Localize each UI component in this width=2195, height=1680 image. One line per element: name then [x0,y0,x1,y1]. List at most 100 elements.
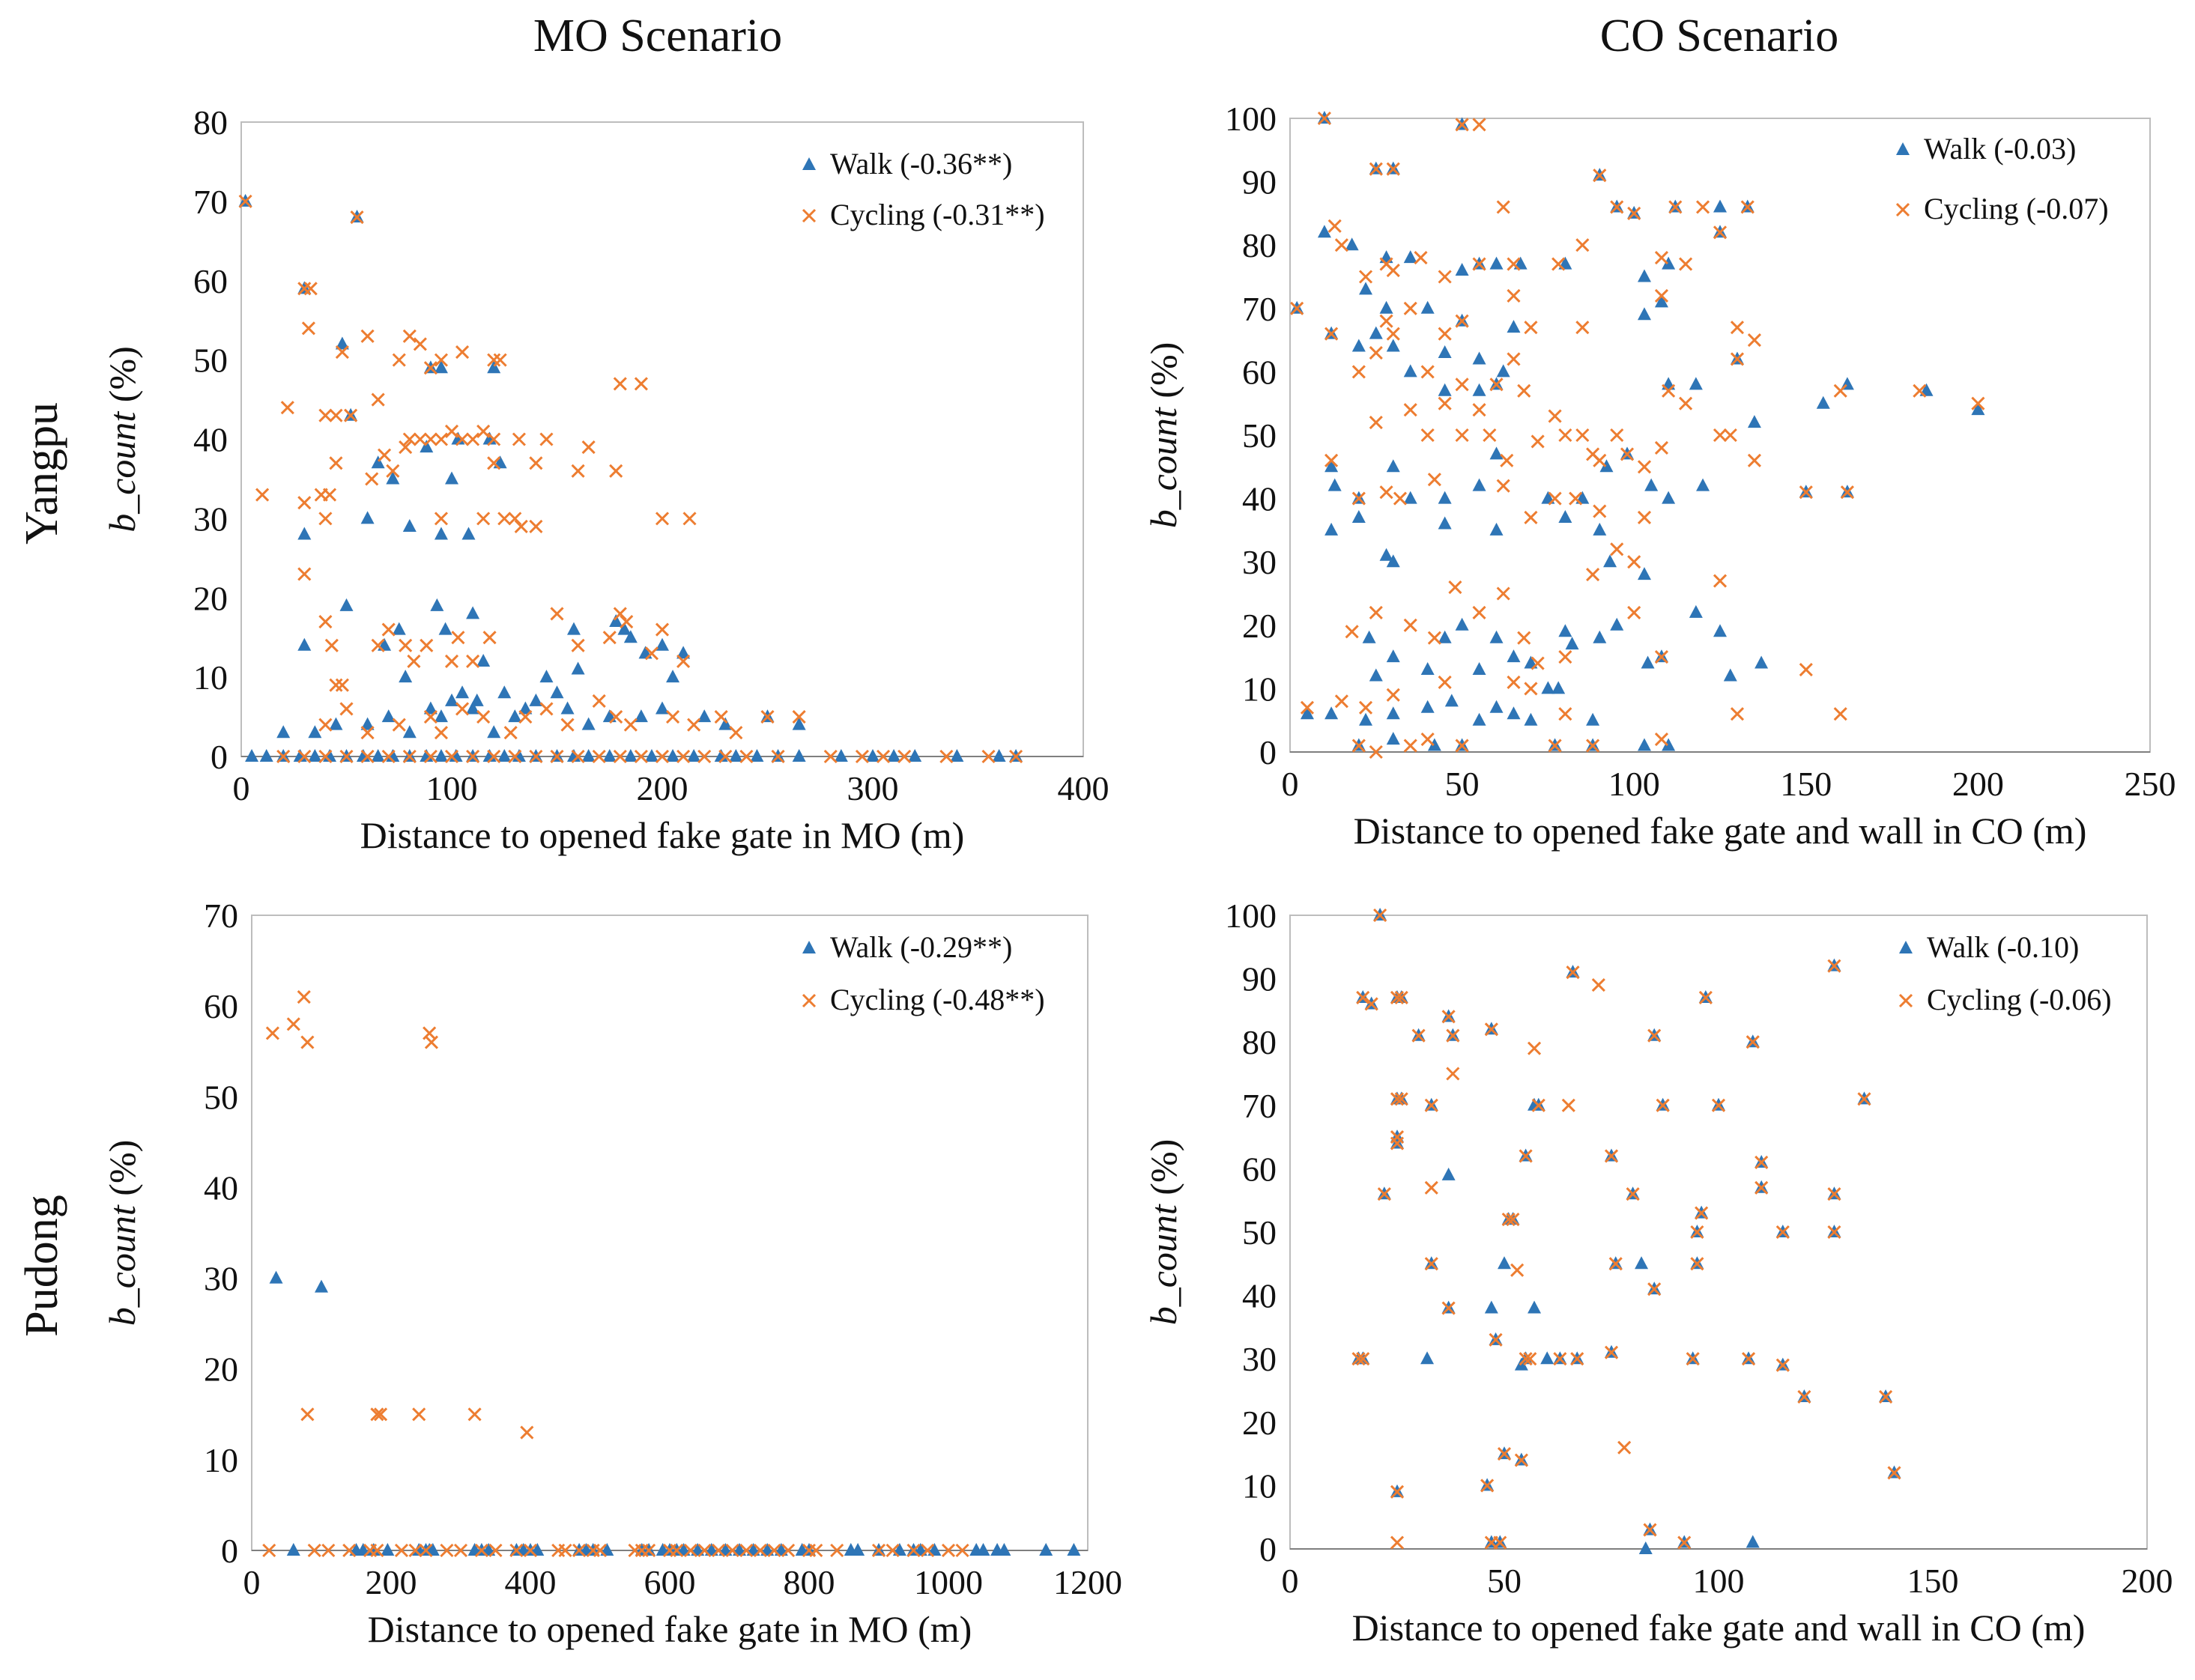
cycling-point [714,710,728,724]
walk-point [1472,662,1486,676]
walk-point [1359,282,1373,295]
walk-point [992,749,1006,762]
cycling-point [1369,605,1383,619]
legend-marker-walk [1899,941,1913,953]
cycling-point [1637,460,1652,474]
x-tick-label: 0 [243,1563,261,1601]
cycling-point [1679,257,1693,271]
cycling-point [1740,200,1755,214]
walk-point [1593,522,1607,536]
cycling-point [729,726,743,740]
y-tick-label: 20 [1242,607,1277,645]
x-tick-label: 100 [1608,765,1660,803]
walk-point [1489,256,1504,270]
cycling-point [1690,1225,1704,1240]
cycling-point [1519,1352,1533,1366]
cycling-point [329,678,343,692]
cycling-point [1747,453,1761,467]
walk-point [1507,320,1521,333]
cycling-point [1711,1098,1726,1112]
cycling-point [550,749,564,764]
walk-point [297,637,312,651]
walk-point [656,637,669,651]
cycling-point [767,1543,781,1558]
cycling-point [1394,990,1408,1005]
walk-point [1637,567,1651,580]
cycling-point [1654,650,1669,664]
cycling-point [307,1543,321,1558]
walk-point [399,670,413,683]
cycling-point [529,749,543,764]
cycling-point [487,432,501,446]
walk-point [1420,300,1435,314]
x-tick-label: 200 [2122,1562,2173,1600]
cycling-point [609,710,623,724]
walk-point [497,685,512,699]
x-tick-label: 800 [784,1563,835,1601]
cycling-point [1424,1257,1438,1271]
cycling-point [655,512,670,526]
cycling-point [981,749,996,764]
walk-point [445,693,458,706]
y-axis-label-name: b_count [1142,1195,1184,1326]
cycling-point [297,749,312,764]
y-tick-label: 50 [204,1078,238,1116]
cycling-point [1510,1263,1525,1277]
walk-point [1507,649,1521,663]
legend: Walk (-0.36**) Cycling (-0.31**) [802,147,1045,231]
cycling-point [1627,555,1641,569]
series-cycling [1290,111,1985,759]
cycling-point [1833,383,1847,398]
cycling-point [921,1543,935,1558]
walk-point [1689,377,1703,390]
cycling-point [1427,473,1441,487]
cycling-point [1677,1535,1692,1550]
walk-point [623,749,638,762]
cycling-point [444,424,459,438]
cycling-point [423,749,438,764]
cycling-point [1548,491,1562,506]
cycling-point [1501,1213,1516,1227]
walk-point [1420,1351,1435,1365]
cycling-point [644,646,659,661]
walk-point [423,701,438,715]
legend-marker-walk [802,941,816,953]
cycling-point [381,622,396,637]
cycling-point [1351,1352,1366,1366]
cycling-point [1420,365,1435,379]
walk-point [1345,237,1359,251]
walk-point [529,693,543,706]
cycling-point [466,432,480,446]
walk-point [1403,364,1417,377]
cycling-point [1637,510,1652,525]
cycling-point [476,710,491,724]
cycling-point [1775,1225,1790,1240]
walk-point [276,725,291,739]
cycling-point [697,1543,712,1558]
x-axis-label: Distance to opened fake gate and wall in… [1354,810,2087,852]
y-tick-label: 40 [1242,1277,1277,1315]
walk-point [866,749,879,762]
series-walk [1290,111,1985,751]
cycling-point [1593,453,1607,467]
cycling-point [1394,1092,1408,1106]
cycling-point [466,654,480,669]
x-tick-label: 100 [1693,1562,1745,1600]
cycling-point [1713,428,1728,443]
y-axis-label-unit: (%) [1142,1139,1184,1195]
cycling-point [1438,270,1452,284]
walk-point [1528,1300,1542,1314]
walk-point [623,630,638,643]
walk-point [371,749,385,762]
cycling-point [342,1543,357,1558]
cycling-point [1713,225,1728,240]
cycling-point [1438,327,1452,341]
walk-point [1427,738,1441,751]
walk-point [1662,491,1676,504]
walk-point [392,622,406,635]
cycling-point [1626,1187,1640,1201]
walk-point [550,685,564,699]
cycling-point [1496,479,1510,493]
cycling-point [1441,1010,1456,1024]
cycling-point [1662,383,1676,398]
